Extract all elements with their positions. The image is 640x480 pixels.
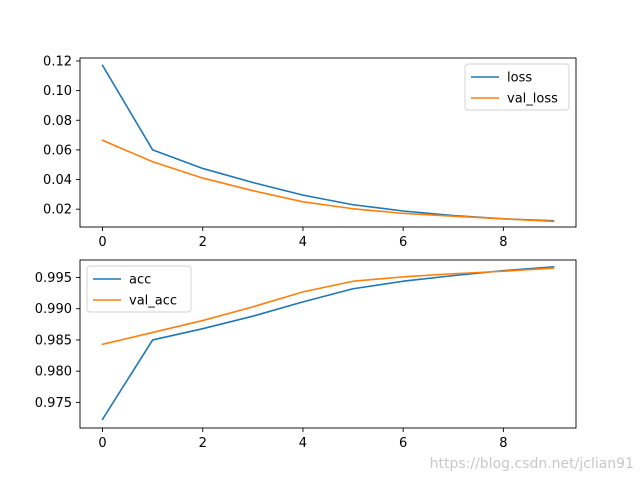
accuracy-chart: 0 2 4 6 8 0.975 0.980 0.985 0.990 0.995 acc val_acc bbox=[35, 259, 577, 451]
x-tick-label: 2 bbox=[199, 436, 207, 451]
y-tick-label: 0.980 bbox=[35, 365, 72, 380]
legend: loss val_loss bbox=[464, 63, 570, 111]
x-tick-label: 0 bbox=[98, 235, 106, 250]
x-tick-label: 4 bbox=[299, 436, 307, 451]
x-tick-label: 6 bbox=[399, 235, 407, 250]
legend-label: loss bbox=[507, 71, 532, 86]
watermark: https://blog.csdn.net/jclian91 bbox=[429, 456, 634, 472]
y-tick-label: 0.990 bbox=[35, 302, 72, 317]
axes-frame bbox=[79, 259, 577, 429]
y-tick-label: 0.995 bbox=[35, 271, 72, 286]
legend-label: val_loss bbox=[507, 92, 558, 107]
y-tick-label: 0.12 bbox=[43, 54, 72, 69]
y-tick-label: 0.06 bbox=[43, 143, 72, 158]
x-tick-label: 2 bbox=[199, 235, 207, 250]
axes-frame bbox=[79, 57, 577, 228]
legend-label: acc bbox=[129, 273, 151, 288]
x-tick-label: 4 bbox=[299, 235, 307, 250]
y-tick-label: 0.985 bbox=[35, 333, 72, 348]
y-tick-label: 0.975 bbox=[35, 396, 72, 411]
series-line-val-acc bbox=[101, 267, 555, 346]
x-tick-label: 0 bbox=[98, 436, 106, 451]
legend-label: val_acc bbox=[129, 294, 177, 309]
x-tick-label: 8 bbox=[499, 436, 507, 451]
y-tick-label: 0.08 bbox=[43, 114, 72, 129]
loss-chart: 0 2 4 6 8 0.02 0.04 0.06 0.08 0.10 0.12 loss val_los… bbox=[43, 54, 577, 250]
y-tick-label: 0.02 bbox=[43, 203, 72, 218]
legend: acc val_acc bbox=[86, 265, 192, 313]
x-tick-label: 8 bbox=[499, 235, 507, 250]
series-line-val-loss bbox=[101, 139, 555, 223]
y-tick-label: 0.04 bbox=[43, 173, 72, 188]
x-tick-label: 6 bbox=[399, 436, 407, 451]
y-tick-label: 0.10 bbox=[43, 84, 72, 99]
